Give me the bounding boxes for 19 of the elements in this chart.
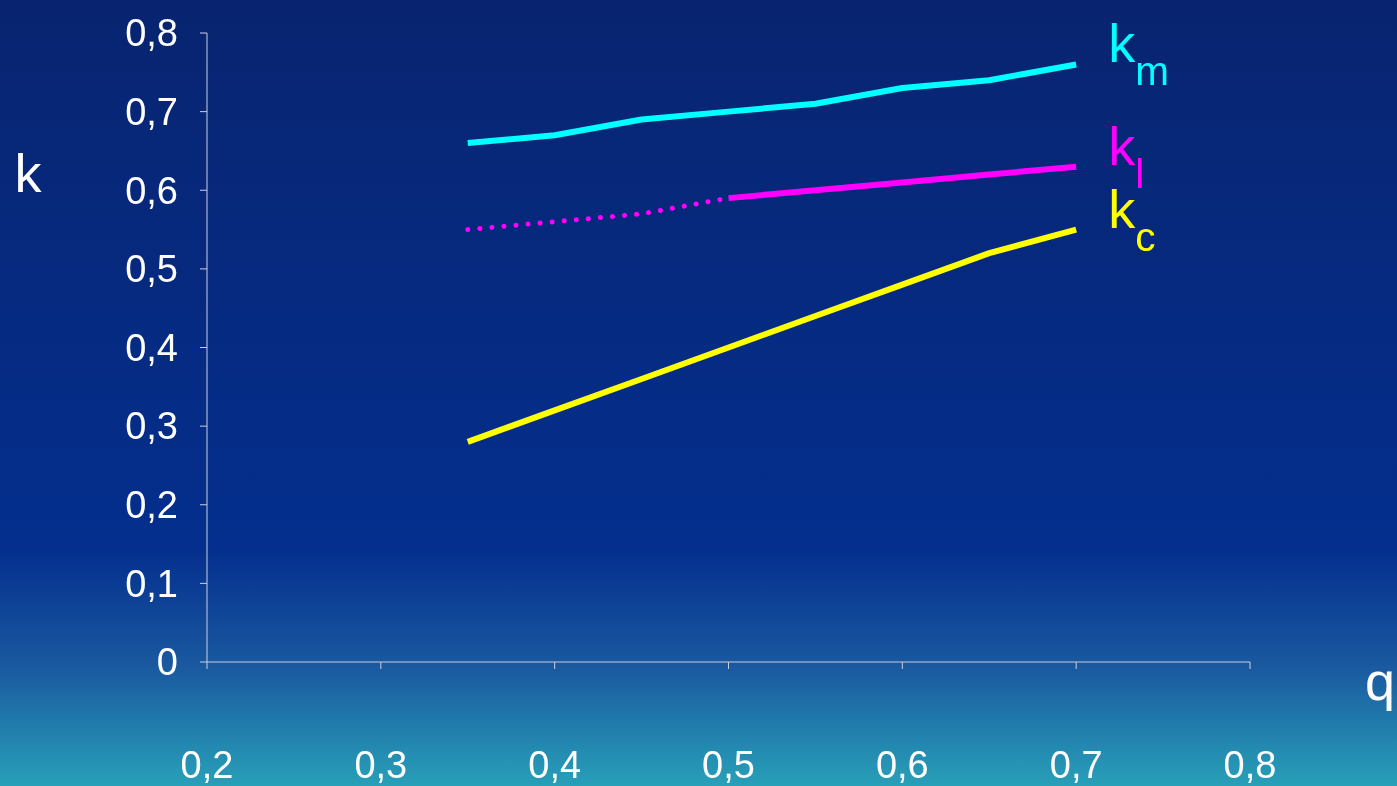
x-tick-label: 0,4 [528, 744, 582, 786]
y-tick-label: 0,1 [125, 562, 178, 605]
y-tick-label: 0 [156, 641, 178, 684]
y-tick-label: 0,3 [125, 405, 178, 448]
y-tick-label: 0,4 [125, 326, 178, 369]
x-tick-label: 0,5 [702, 744, 755, 786]
y-tick-label: 0,6 [125, 169, 178, 212]
x-tick-label: 0,7 [1049, 744, 1103, 786]
x-tick-label: 0,8 [1223, 744, 1277, 786]
y-tick-label: 0,7 [125, 90, 178, 133]
series-label: k$_{m}$ [1108, 13, 1169, 95]
y-tick-label: 0,5 [125, 248, 178, 291]
x-tick-label: 0,2 [180, 744, 234, 786]
y-tick-label: 0,8 [125, 12, 178, 55]
y-tick-label: 0,2 [125, 484, 178, 527]
x-tick-label: 0,3 [354, 744, 408, 786]
y-axis-title: k [14, 143, 43, 203]
x-axis-title: q [1364, 651, 1396, 711]
x-tick-label: 0,6 [875, 744, 929, 786]
